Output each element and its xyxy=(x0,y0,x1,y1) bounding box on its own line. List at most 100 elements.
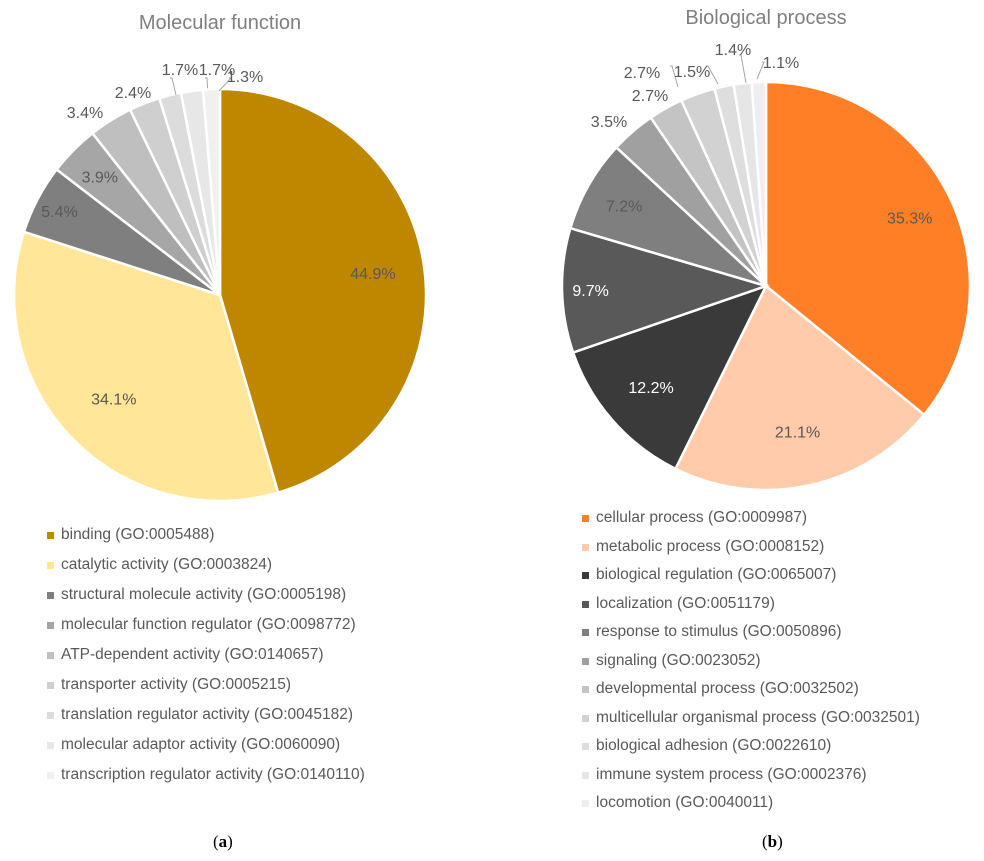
pie-slice xyxy=(673,284,926,492)
data-label: 1.5% xyxy=(674,64,710,81)
legend-swatch xyxy=(47,742,54,749)
legend-label: cellular process (GO:0009987) xyxy=(596,509,808,526)
pie-slice xyxy=(750,80,768,287)
pie-slice xyxy=(218,87,428,495)
legend-swatch xyxy=(582,543,589,551)
legend-swatch xyxy=(582,657,589,665)
chart-title: Biological process xyxy=(685,7,846,29)
data-label: 1.3% xyxy=(227,69,263,86)
legend-item: localization (GO:0051179) xyxy=(582,590,920,619)
legend-swatch xyxy=(582,600,589,608)
legend-swatch xyxy=(47,532,54,539)
legend-item: ATP-dependent activity (GO:0140657) xyxy=(47,640,365,670)
legend-label: catalytic activity (GO:0003824) xyxy=(61,556,273,573)
legend-swatch xyxy=(582,714,589,722)
data-label: 1.4% xyxy=(715,42,751,59)
leader-line xyxy=(218,77,233,92)
legend-item: transporter activity (GO:0005215) xyxy=(47,670,365,700)
chart-biological-process: Biological process 35.3% 21.1% 12.2% 9.7% 7.… xyxy=(560,7,972,492)
legend-item: biological adhesion (GO:0022610) xyxy=(582,732,920,761)
legend-molecular-function: binding (GO:0005488) catalytic activity (… xyxy=(47,520,365,790)
legend-swatch xyxy=(47,562,54,569)
legend-swatch xyxy=(47,712,54,719)
legend-label: localization (GO:0051179) xyxy=(596,594,775,612)
pie-slice xyxy=(201,87,222,296)
legend-item: catalytic activity (GO:0003824) xyxy=(47,550,365,580)
data-label: 12.2% xyxy=(628,380,673,397)
legend-item: cellular process (GO:0009987) xyxy=(582,504,920,533)
data-label: 34.1% xyxy=(91,392,136,409)
pie-slice xyxy=(571,283,769,471)
legend-label: signaling (GO:0023052) xyxy=(596,651,761,669)
legend-item: molecular adaptor activity (GO:0060090) xyxy=(47,730,365,760)
leader-line xyxy=(739,54,747,84)
leader-line xyxy=(706,65,719,85)
data-label: 3.5% xyxy=(591,114,627,131)
leader-line xyxy=(756,61,765,80)
legend-label: transcription regulator activity (GO:014… xyxy=(61,766,365,783)
legend-item: locomotion (GO:0040011) xyxy=(582,789,920,818)
legend-label: metabolic process (GO:0008152) xyxy=(596,537,825,555)
legend-item: molecular function regulator (GO:0098772… xyxy=(47,610,365,640)
legend-swatch xyxy=(582,686,589,694)
legend-item: response to stimulus (GO:0050896) xyxy=(582,618,920,647)
data-label: 2.4% xyxy=(115,85,151,102)
legend-label: binding (GO:0005488) xyxy=(61,526,215,543)
legend-item: signaling (GO:0023052) xyxy=(582,647,920,676)
data-label: 3.9% xyxy=(82,169,118,186)
data-label: 44.9% xyxy=(350,266,395,283)
data-label: 1.7% xyxy=(199,62,235,79)
leader-line xyxy=(170,77,177,96)
pie-slice xyxy=(12,230,280,503)
data-label: 1.1% xyxy=(763,55,799,72)
legend-swatch xyxy=(47,592,54,599)
legend-label: ATP-dependent activity (GO:0140657) xyxy=(61,646,324,663)
legend-swatch xyxy=(582,771,589,779)
legend-item: developmental process (GO:0032502) xyxy=(582,675,920,704)
pie-slice xyxy=(764,80,972,417)
panel-caption-b: (b) xyxy=(762,832,783,851)
leader-line xyxy=(670,65,679,88)
legend-item: transcription regulator activity (GO:014… xyxy=(47,760,365,790)
data-label: 35.3% xyxy=(887,211,932,228)
legend-item: biological regulation (GO:0065007) xyxy=(582,561,920,590)
legend-swatch xyxy=(47,652,54,659)
legend-biological-process: cellular process (GO:0009987) metabolic p… xyxy=(582,504,920,818)
data-label: 7.2% xyxy=(606,198,642,215)
data-label: 9.7% xyxy=(572,283,608,300)
legend-item: structural molecule activity (GO:0005198… xyxy=(47,580,365,610)
legend-swatch xyxy=(47,682,54,689)
legend-label: response to stimulus (GO:0050896) xyxy=(596,623,842,640)
data-label: 5.4% xyxy=(41,204,77,221)
legend-swatch xyxy=(582,800,589,808)
data-label: 2.7% xyxy=(632,88,668,105)
data-label: 21.1% xyxy=(775,425,820,442)
chart-title: Molecular function xyxy=(139,12,301,34)
legend-item: immune system process (GO:0002376) xyxy=(582,761,920,790)
legend-swatch xyxy=(47,772,54,779)
legend-item: binding (GO:0005488) xyxy=(47,520,365,550)
legend-label: locomotion (GO:0040011) xyxy=(596,794,774,811)
legend-label: molecular function regulator (GO:0098772… xyxy=(61,616,356,633)
legend-label: multicellular organismal process (GO:003… xyxy=(596,708,920,726)
legend-label: transporter activity (GO:0005215) xyxy=(61,676,292,693)
legend-swatch xyxy=(582,572,589,580)
legend-label: biological regulation (GO:0065007) xyxy=(596,566,837,583)
legend-item: metabolic process (GO:0008152) xyxy=(582,533,920,562)
data-label: 2.7% xyxy=(624,65,660,82)
legend-label: translation regulator activity (GO:00451… xyxy=(61,706,354,723)
legend-label: immune system process (GO:0002376) xyxy=(596,765,867,783)
legend-item: translation regulator activity (GO:00451… xyxy=(47,700,365,730)
panel-caption-a: (a) xyxy=(213,832,233,851)
legend-item: multicellular organismal process (GO:003… xyxy=(582,704,920,733)
legend-label: developmental process (GO:0032502) xyxy=(596,680,859,697)
pie-slice xyxy=(560,226,771,355)
legend-swatch xyxy=(582,743,589,751)
legend-swatch xyxy=(47,622,54,629)
data-label: 3.4% xyxy=(67,105,103,122)
chart-molecular-function: Molecular function 44.9% 34.1% 5.4% 3.9% 3.4… xyxy=(12,12,428,503)
data-label: 1.7% xyxy=(162,62,198,79)
legend-swatch xyxy=(582,515,589,523)
legend-swatch xyxy=(582,629,589,637)
legend-label: molecular adaptor activity (GO:0060090) xyxy=(61,736,341,753)
